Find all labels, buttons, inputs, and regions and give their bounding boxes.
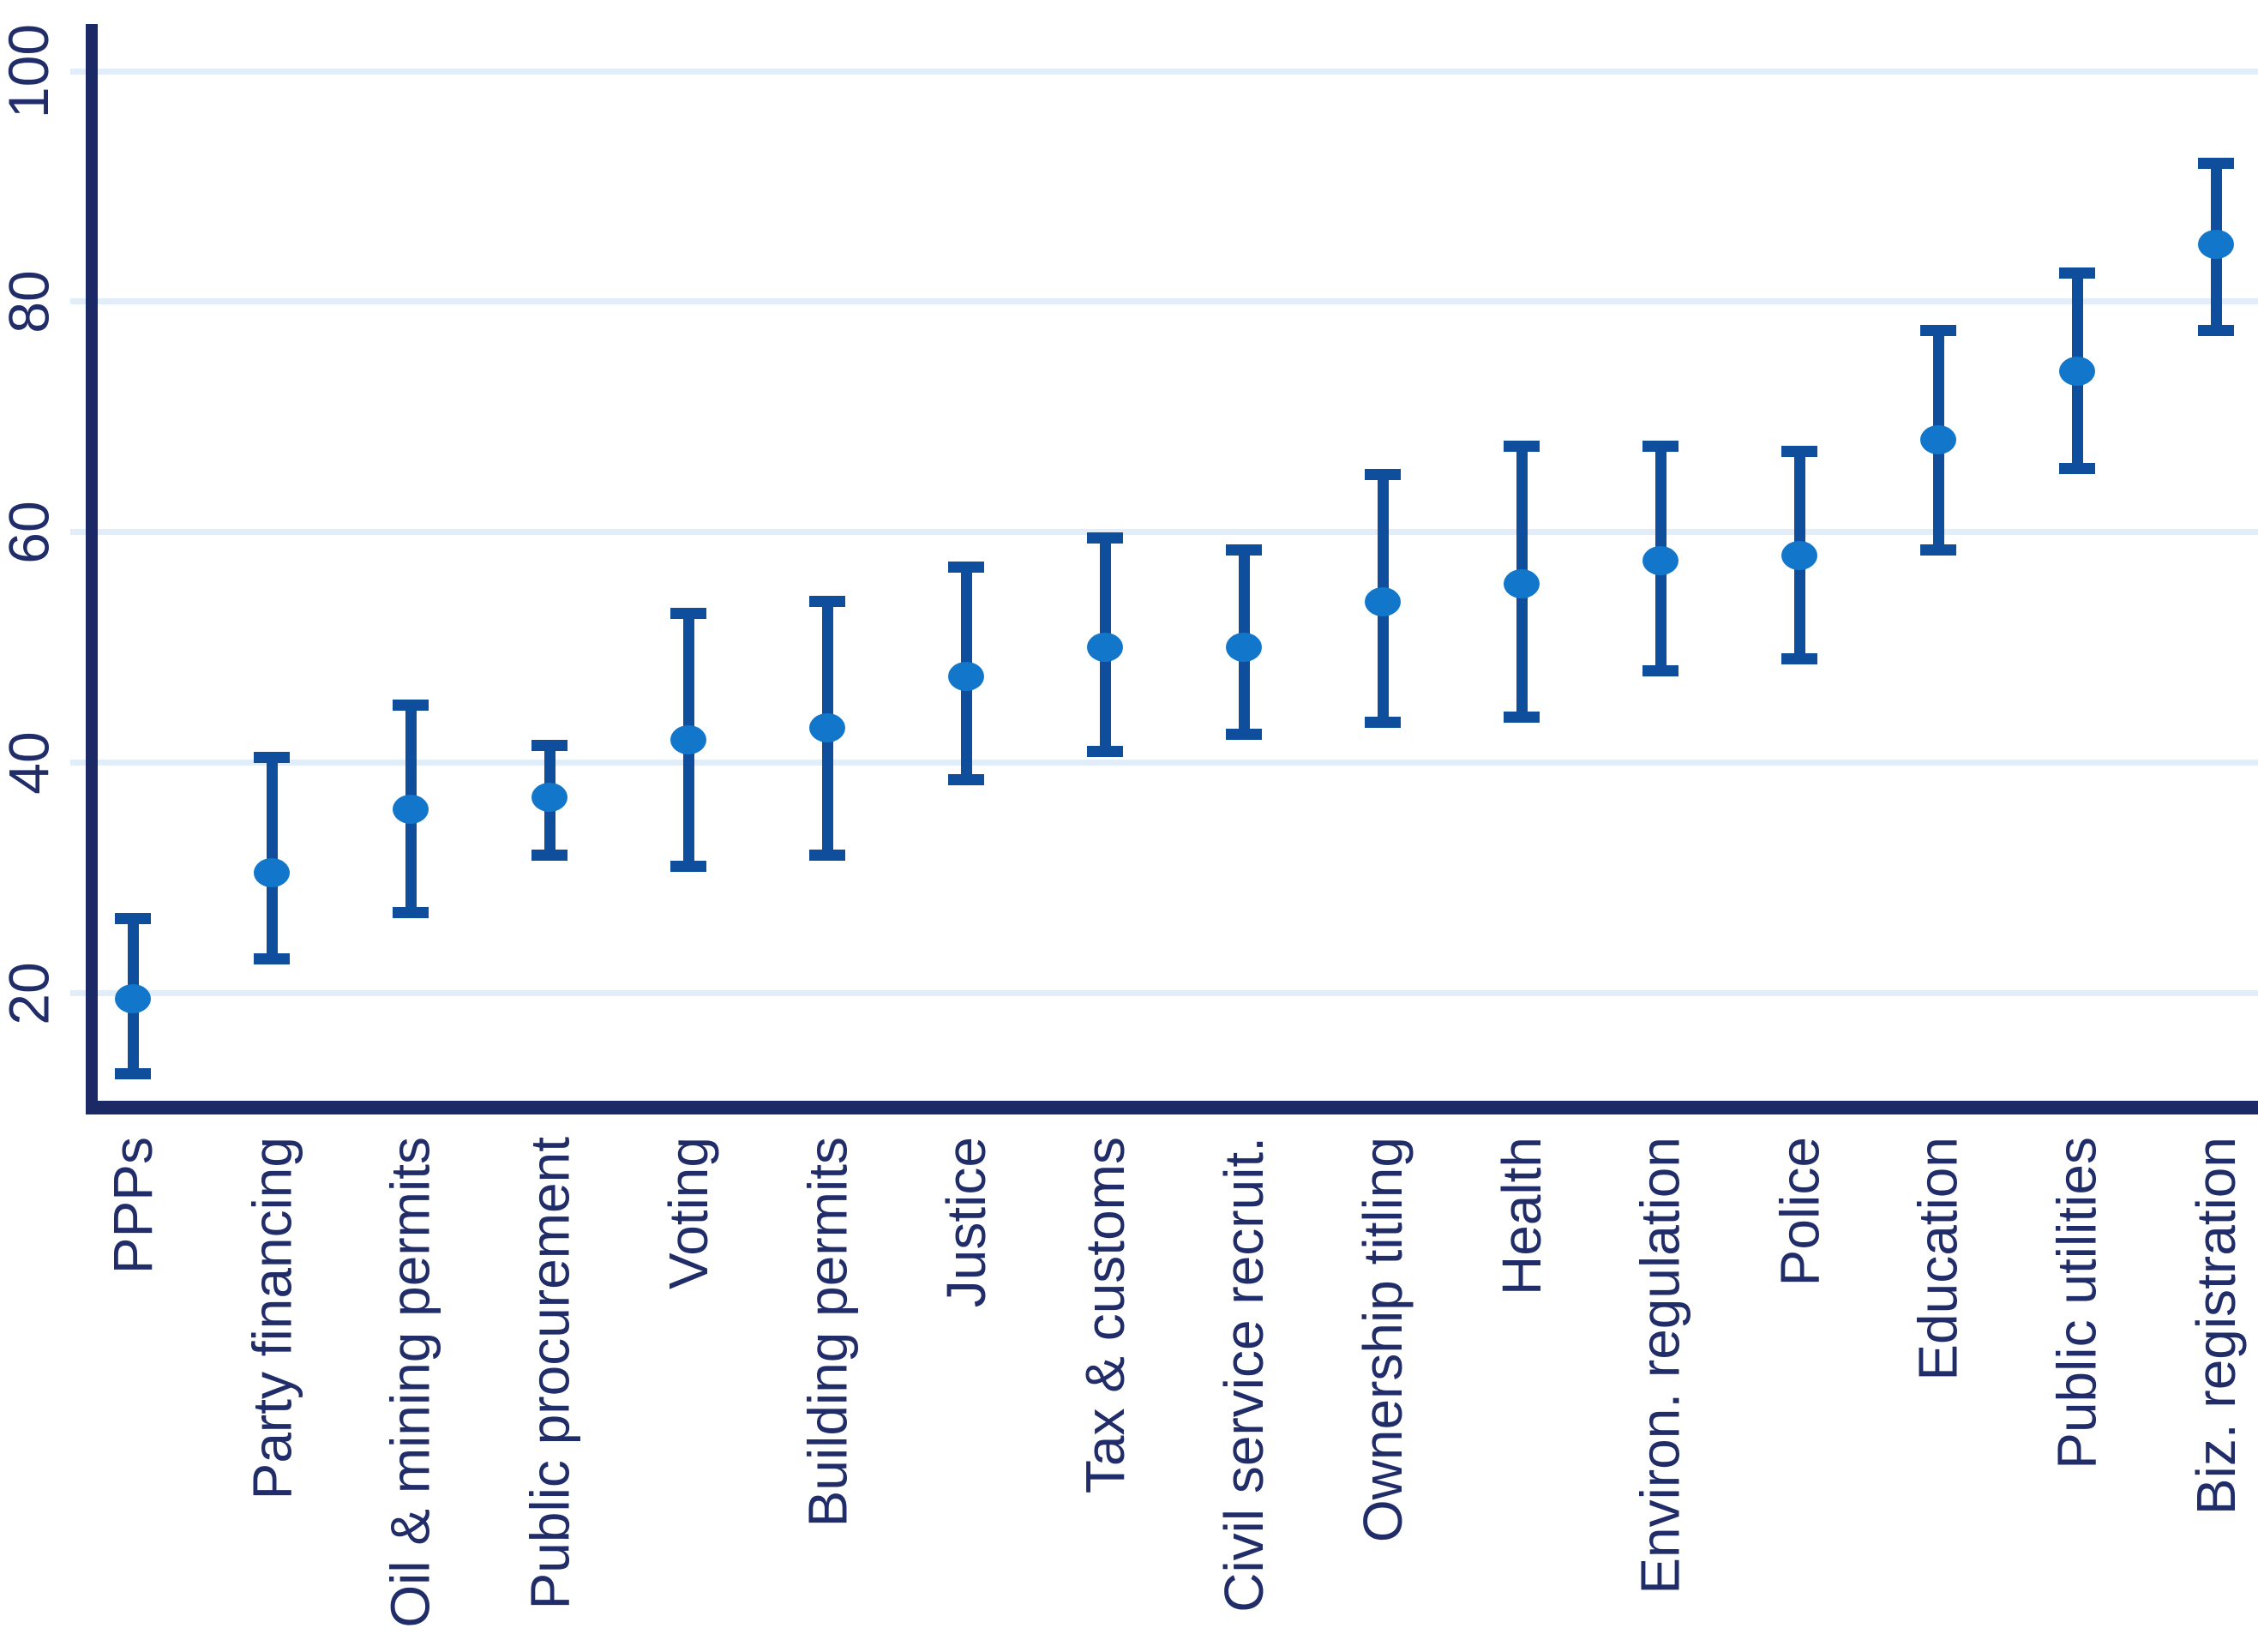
error-bar-cap-top: [809, 596, 845, 608]
gridline-y-60: [70, 529, 2258, 536]
x-category-label: Oil & mining permits: [380, 1137, 441, 1628]
error-bar-cap-bottom: [1504, 711, 1540, 723]
error-bar-cap-bottom: [1781, 653, 1817, 665]
error-bar-cap-bottom: [531, 849, 568, 861]
x-category-label: Environ. regulation: [1630, 1137, 1691, 1595]
point-marker: [1781, 540, 1817, 570]
error-bar-cap-bottom: [670, 861, 706, 873]
error-bar-cap-bottom: [1087, 745, 1123, 757]
error-bar-cap-bottom: [1642, 664, 1678, 676]
y-tick-label-100: 100: [0, 23, 60, 119]
x-category-label: Civil service recruit.: [1213, 1137, 1275, 1613]
y-axis-line: [86, 24, 98, 1114]
error-bar-cap-bottom: [393, 907, 429, 919]
x-category-label: PPPs: [102, 1137, 164, 1275]
gridline-y-80: [70, 298, 2258, 305]
point-marker: [1920, 425, 1956, 455]
x-category-label: Health: [1491, 1137, 1552, 1295]
x-category-label: Justice: [935, 1137, 997, 1308]
y-tick-label-40: 40: [0, 731, 60, 795]
point-marker: [809, 713, 845, 743]
error-bar-cap-top: [1920, 325, 1956, 337]
point-marker: [1642, 546, 1678, 576]
error-bar-cap-bottom: [809, 849, 845, 861]
x-category-label: Voting: [658, 1137, 719, 1289]
error-bar-cap-bottom: [115, 1068, 151, 1080]
point-marker: [393, 794, 429, 824]
y-tick-label-20: 20: [0, 962, 60, 1025]
x-category-label: Ownership titling: [1352, 1137, 1414, 1543]
x-category-label: Tax & customs: [1074, 1137, 1136, 1494]
x-category-label: Education: [1907, 1137, 1969, 1381]
point-marker: [2059, 356, 2095, 386]
point-marker: [670, 724, 706, 754]
gridline-y-20: [70, 990, 2258, 997]
y-tick-label-80: 80: [0, 270, 60, 333]
error-bar-cap-bottom: [948, 774, 984, 786]
error-bar-cap-top: [531, 740, 568, 752]
error-bar-cap-top: [1781, 446, 1817, 458]
x-category-label: Police: [1769, 1137, 1830, 1287]
error-bar-cap-bottom: [2059, 463, 2095, 475]
point-marker: [948, 661, 984, 691]
gridline-y-40: [70, 760, 2258, 766]
error-bar-cap-top: [2059, 267, 2095, 279]
error-bar-cap-top: [115, 912, 151, 924]
gridline-y-100: [70, 68, 2258, 75]
point-marker: [1504, 569, 1540, 599]
error-bar-cap-top: [948, 561, 984, 573]
error-bar-cap-top: [670, 607, 706, 619]
error-bar-cap-top: [1226, 544, 1262, 556]
error-bar-cap-top: [1642, 440, 1678, 452]
y-tick-label-60: 60: [0, 501, 60, 564]
point-marker: [1087, 633, 1123, 663]
x-category-label: Biz. registration: [2185, 1137, 2247, 1516]
error-bar-cap-bottom: [1365, 717, 1401, 729]
error-bar-cap-top: [254, 751, 290, 763]
point-marker: [115, 984, 151, 1014]
error-bar-cap-top: [1087, 532, 1123, 544]
error-bar-cap-top: [2198, 158, 2234, 170]
x-category-label: Public procurement: [519, 1137, 580, 1610]
error-bar-cap-top: [1365, 469, 1401, 481]
point-marker: [254, 857, 290, 887]
error-bar-cap-bottom: [254, 952, 290, 964]
x-category-label: Public utilities: [2046, 1137, 2108, 1469]
error-bar-cap-bottom: [2198, 325, 2234, 337]
error-bar-cap-bottom: [1920, 544, 1956, 556]
point-marker: [1365, 586, 1401, 616]
error-bar-cap-top: [393, 700, 429, 712]
point-marker: [1226, 633, 1262, 663]
x-axis-line: [86, 1101, 2258, 1114]
point-marker: [2198, 229, 2234, 259]
error-bar-cap-bottom: [1226, 728, 1262, 740]
error-bar-cap-top: [1504, 440, 1540, 452]
point-marker: [531, 783, 568, 813]
x-category-label: Building permits: [796, 1137, 858, 1528]
x-category-label: Party financing: [241, 1137, 303, 1500]
